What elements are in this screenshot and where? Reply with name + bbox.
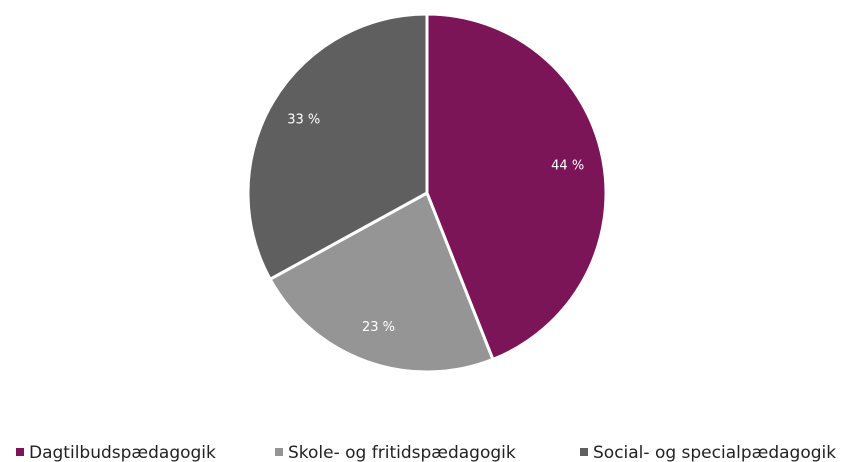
legend-swatch	[275, 448, 283, 456]
legend-label: Skole- og fritidspædagogik	[288, 443, 516, 462]
legend-label: Dagtilbudspædagogik	[29, 443, 216, 462]
pie-slice	[425, 12, 608, 362]
pie-slice	[268, 190, 495, 374]
legend-swatch	[580, 448, 588, 456]
legend-swatch	[16, 448, 24, 456]
legend-label: Social- og specialpædagogik	[593, 443, 836, 462]
pie-slice	[246, 12, 429, 282]
data-label: 33 %	[287, 113, 320, 128]
data-label: 23 %	[362, 320, 395, 335]
data-label: 44 %	[551, 159, 584, 174]
